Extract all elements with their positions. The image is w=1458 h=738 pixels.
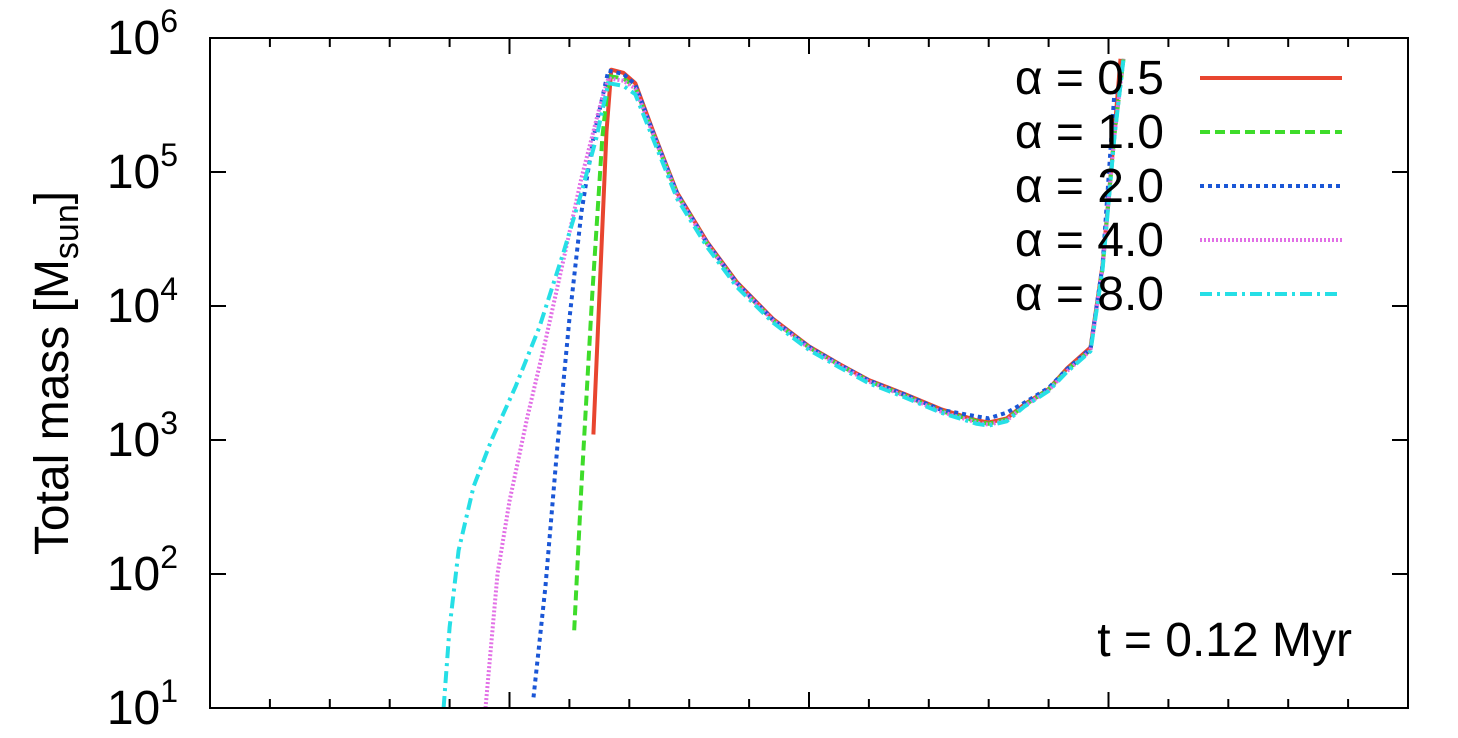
legend-label-5: α = 8.0 [1015,268,1164,321]
legend-label-2: α = 1.0 [1015,106,1164,159]
y-tick-label: 104 [107,271,178,333]
series-layer [441,58,1126,708]
legend: α = 0.5α = 1.0α = 2.0α = 4.0α = 8.0 [1015,52,1342,321]
y-tick-label-base: 10 [107,280,160,333]
y-tick-label-exponent: 5 [160,137,178,173]
y-tick-label-base: 10 [107,414,160,467]
y-tick-label-exponent: 3 [160,405,178,441]
y-tick-label-exponent: 6 [160,3,178,39]
y-tick-label-base: 10 [107,12,160,65]
y-tick-label: 101 [107,673,178,735]
y-axis-label-close: ] [26,191,79,204]
y-tick-label-base: 10 [107,682,160,735]
series-line-3 [531,68,1117,698]
y-tick-label-exponent: 2 [160,539,178,575]
y-axis-label-main: Total mass [M [26,259,79,555]
time-annotation: t = 0.12 Myr [1097,614,1352,667]
legend-label-1: α = 0.5 [1015,52,1164,105]
tick-layer [210,37,1408,709]
y-tick-label-base: 10 [107,548,160,601]
y-axis-label-subscript: sun [48,204,86,259]
y-tick-label: 102 [107,539,178,601]
y-tick-label: 103 [107,405,178,467]
legend-label-4: α = 4.0 [1015,214,1164,267]
series-line-5 [441,58,1126,708]
y-tick-label-exponent: 1 [160,673,178,709]
y-tick-label-base: 10 [107,146,160,199]
y-tick-label: 106 [107,3,178,65]
y-tick-label-exponent: 4 [160,271,178,307]
y-tick-label: 105 [107,137,178,199]
y-axis-label: Total mass [Msun] [26,191,86,555]
legend-label-3: α = 2.0 [1015,160,1164,213]
